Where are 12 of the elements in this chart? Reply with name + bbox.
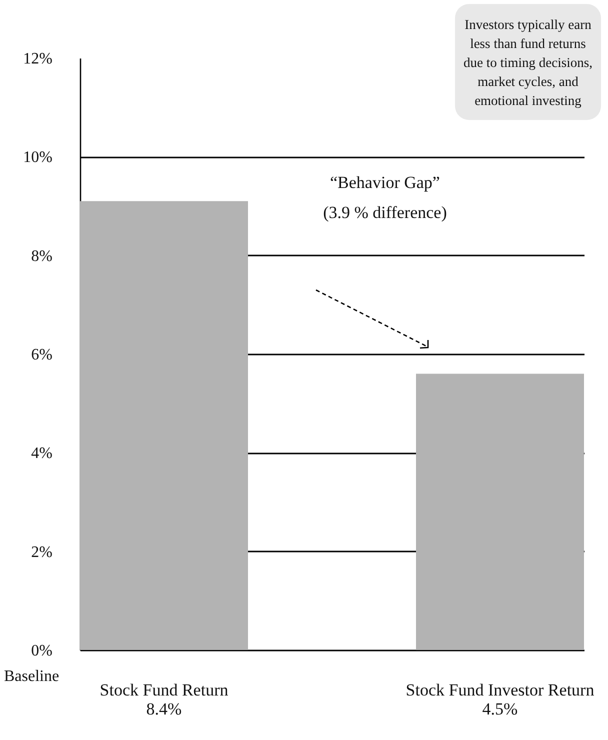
y-tick-label: 2% xyxy=(31,544,52,561)
annotation: Investors typically earn less than fund returns due to timing decisions, market cycles, and emotional investing xyxy=(455,4,601,120)
y-tick-label: 4% xyxy=(31,445,52,462)
x-tick-label: Stock Fund Return 8.4% xyxy=(100,680,229,718)
x-tick-label: Stock Fund Investor Return 4.5% xyxy=(406,680,595,718)
y-tick-label: 8% xyxy=(31,248,52,265)
y-tick-label: 12% xyxy=(23,50,52,68)
y-tick-label: 6% xyxy=(31,346,52,364)
annotation: “Behavior Gap” (3.9 % difference) xyxy=(322,172,448,224)
y-tick-label: 10% xyxy=(23,149,52,166)
y-tick-label: 0% xyxy=(31,642,52,660)
text: Baseline xyxy=(4,668,60,686)
